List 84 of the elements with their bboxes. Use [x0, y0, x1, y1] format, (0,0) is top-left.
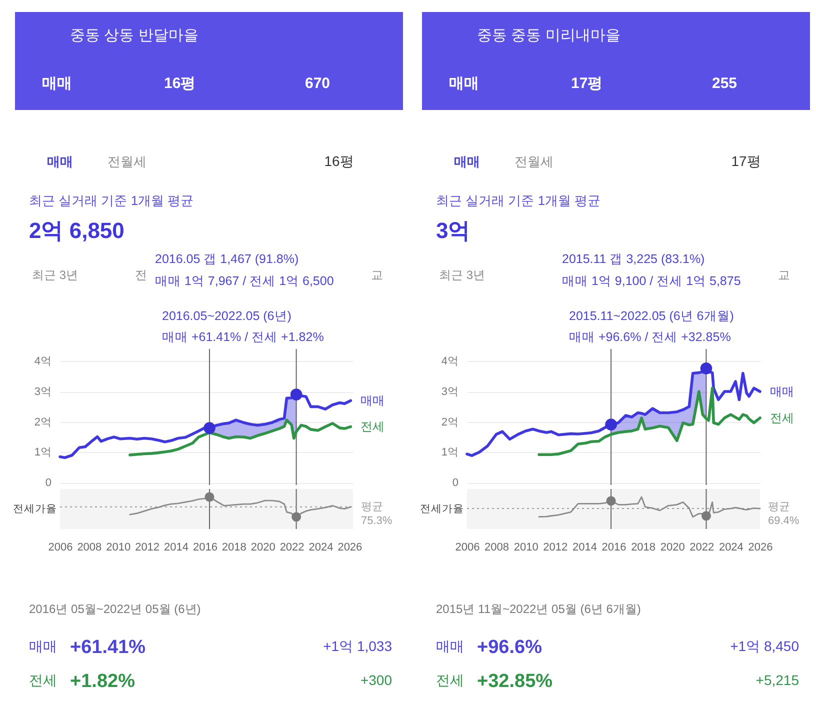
y-axis-title: 전세가율 — [13, 503, 57, 515]
text: 전 — [135, 268, 147, 282]
text: 최근 3년 — [32, 268, 78, 282]
text: 매매 1억 7,967 / 전세 1억 6,500 — [155, 274, 334, 288]
x-tick-label: 2024 — [718, 542, 744, 554]
y-tick-label: 4억 — [441, 356, 458, 368]
text: 매매 — [47, 154, 73, 169]
text: 16평 — [164, 75, 196, 92]
text: 평균 75.3% — [361, 501, 392, 527]
y-tick-label: 3억 — [441, 386, 458, 398]
text: +1.82% — [70, 671, 136, 692]
text: +61.41% — [70, 637, 146, 658]
x-tick-label: 2006 — [48, 542, 73, 554]
x-tick-label: 2014 — [164, 542, 189, 554]
text: 전세 — [436, 672, 464, 688]
text: 최근 실거래 기준 1개월 평균 — [29, 193, 194, 208]
text: 전월세 — [108, 154, 146, 169]
text: +32.85% — [477, 671, 553, 692]
y-tick-label: 3억 — [34, 386, 52, 398]
series-label: 매매 — [770, 384, 794, 398]
text: 2016.05 갭 1,467 (91.8%) — [155, 252, 299, 266]
text: 교 — [371, 268, 383, 282]
text: 최근 3년 — [439, 268, 486, 282]
x-tick-label: 2006 — [455, 542, 480, 554]
x-tick-label: 2018 — [222, 542, 246, 554]
text: 2015.11~2022.05 (6년 6개월) — [569, 309, 734, 323]
text: 전월세 — [514, 154, 554, 169]
text: 교 — [778, 268, 790, 282]
text: 매매 — [29, 638, 57, 654]
text: 2016.05~2022.05 (6년) — [162, 309, 292, 323]
y-tick-label: 1억 — [441, 446, 458, 459]
series-label: 전세 — [770, 410, 794, 425]
x-tick-label: 2018 — [631, 542, 656, 554]
text: 2016년 05월~2022년 05월 (6년) — [29, 602, 201, 616]
x-tick-label: 2026 — [338, 542, 362, 554]
y-axis-title: 전세가율 — [420, 503, 464, 515]
x-tick-label: 2020 — [660, 542, 685, 554]
text: 매매 1억 9,100 / 전세 1억 5,875 — [562, 274, 741, 288]
y-tick-label: 1억 — [34, 446, 52, 459]
text: 2015년 11월~2022년 05월 (6년 6개월) — [436, 602, 641, 616]
x-tick-label: 2016 — [602, 542, 626, 554]
text: 매매 +61.41% / 전세 +1.82% — [162, 330, 324, 344]
x-tick-label: 2016 — [192, 542, 218, 554]
y-tick-label: 0 — [452, 477, 458, 490]
text: 전세 — [29, 672, 57, 688]
y-tick-label: 2억 — [441, 416, 458, 428]
text: 매매 +96.6% / 전세 +32.85% — [569, 330, 731, 344]
chart-title: 중동 중동 미리내마을 — [477, 27, 620, 44]
x-tick-label: 2022 — [690, 542, 714, 554]
x-tick-label: 2014 — [572, 542, 597, 554]
x-tick-label: 2012 — [135, 542, 160, 554]
text: 매매 — [436, 638, 464, 654]
text: 매매 — [449, 75, 479, 92]
series-label: 전세 — [360, 420, 385, 434]
chart-title: 중동 상동 반달마을 — [70, 27, 198, 44]
x-tick-label: 2010 — [514, 542, 538, 554]
x-tick-label: 2012 — [543, 542, 568, 554]
text: 670 — [305, 75, 330, 92]
text: 17평 — [731, 153, 761, 169]
text: 매매 — [454, 154, 480, 169]
text: +300 — [360, 672, 392, 688]
text: 2억 6,850 — [29, 218, 124, 243]
text: 평균 69.4% — [768, 501, 800, 527]
x-tick-label: 2008 — [77, 542, 102, 554]
x-tick-label: 2010 — [106, 542, 131, 554]
y-tick-label: 2억 — [34, 416, 52, 428]
x-tick-label: 2008 — [484, 542, 510, 554]
text: +96.6% — [477, 637, 542, 658]
text: 16평 — [324, 153, 354, 169]
series-label: 매매 — [360, 394, 385, 408]
y-tick-label: 0 — [45, 477, 52, 490]
text: +1억 1,033 — [323, 638, 392, 654]
text: 255 — [712, 75, 738, 92]
x-tick-label: 2020 — [250, 542, 276, 554]
x-tick-label: 2026 — [748, 542, 773, 554]
text: 2015.11 갭 3,225 (83.1%) — [562, 252, 705, 266]
text: 17평 — [571, 75, 603, 92]
text: 최근 실거래 기준 1개월 평균 — [436, 193, 601, 208]
text: 매매 — [42, 75, 72, 92]
y-tick-label: 4억 — [34, 356, 52, 368]
x-tick-label: 2024 — [308, 542, 334, 554]
x-tick-label: 2022 — [280, 542, 304, 554]
text: +1억 8,450 — [730, 638, 800, 654]
text: +5,215 — [756, 672, 800, 688]
